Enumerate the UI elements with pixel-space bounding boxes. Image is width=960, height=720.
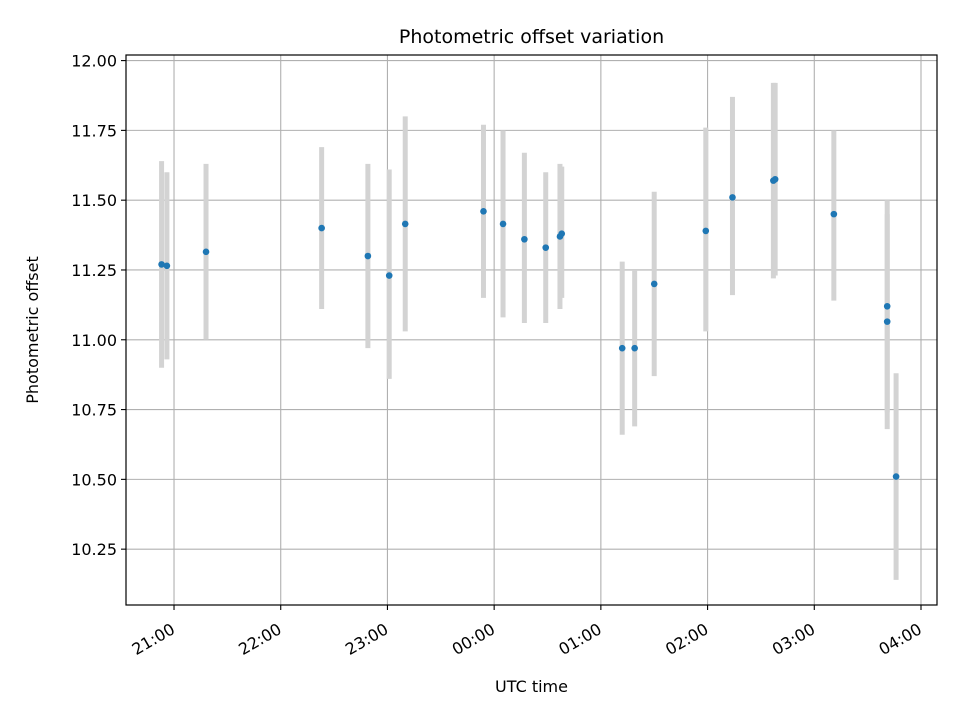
data-point <box>158 261 165 268</box>
y-tick-label: 10.25 <box>71 540 117 559</box>
data-point <box>318 224 325 232</box>
data-point <box>401 220 409 228</box>
data-point <box>729 194 736 201</box>
data-point <box>163 262 171 270</box>
errorbars <box>159 82 899 580</box>
y-tick-label: 11.25 <box>71 261 117 280</box>
grid <box>126 55 937 605</box>
y-tick-label: 11.50 <box>71 191 117 210</box>
x-tick-label: 21:00 <box>129 619 178 659</box>
data-point <box>480 208 487 215</box>
x-axis-label: UTC time <box>495 677 568 696</box>
y-tick-label: 11.00 <box>71 331 117 350</box>
x-tick-label: 23:00 <box>342 619 391 659</box>
y-tick-label: 10.50 <box>71 470 117 489</box>
data-point <box>202 248 210 256</box>
data-point <box>618 344 626 352</box>
data-point <box>558 230 566 237</box>
data-point <box>702 227 710 235</box>
y-tick-label: 11.75 <box>71 121 117 140</box>
data-point <box>892 473 900 480</box>
axes-frame <box>125 54 938 606</box>
data-point <box>542 244 550 251</box>
data-point <box>521 235 528 243</box>
data-point <box>499 220 507 228</box>
x-tick-label: 02:00 <box>662 619 711 659</box>
data-point <box>631 344 638 352</box>
chart-title: Photometric offset variation <box>399 26 664 48</box>
x-ticks: 21:00 22:00 23:00 00:00 01:00 02:00 03:00 04:00 <box>129 605 925 659</box>
data-point <box>830 210 838 218</box>
x-tick-label: 22:00 <box>235 619 284 659</box>
x-tick-label: 03:00 <box>769 619 818 659</box>
x-tick-label: 04:00 <box>876 619 925 659</box>
data-point <box>883 302 891 310</box>
data-point <box>364 252 372 260</box>
x-tick-label: 00:00 <box>449 619 498 659</box>
data-point <box>771 175 779 183</box>
x-tick-label: 01:00 <box>555 619 604 659</box>
y-tick-label: 12.00 <box>71 52 117 71</box>
y-tick-label: 10.75 <box>71 401 117 420</box>
data-point <box>650 280 658 288</box>
data-point <box>883 318 891 325</box>
data-point <box>385 272 393 279</box>
y-axis-label: Photometric offset <box>23 256 42 404</box>
y-ticks: 10.25 10.50 10.75 11.00 11.25 11.50 11.75 12.00 <box>71 52 126 559</box>
data-points <box>158 175 900 480</box>
